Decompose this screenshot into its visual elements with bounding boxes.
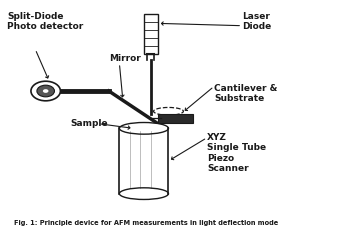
Text: Sample: Sample	[70, 119, 108, 128]
Circle shape	[37, 85, 54, 97]
Text: Fig. 1: Principle device for AFM measurements in light deflection mode: Fig. 1: Principle device for AFM measure…	[14, 220, 279, 226]
Text: Laser
Diode: Laser Diode	[242, 12, 271, 31]
Bar	[158, 114, 193, 123]
Circle shape	[43, 89, 48, 93]
Text: Split-Diode
Photo detector: Split-Diode Photo detector	[7, 12, 83, 31]
Circle shape	[31, 81, 61, 101]
Bar	[144, 14, 158, 54]
Ellipse shape	[154, 107, 183, 115]
Ellipse shape	[119, 123, 169, 134]
Text: Cantilever &
Substrate: Cantilever & Substrate	[214, 84, 277, 104]
Text: XYZ
Single Tube
Piezo
Scanner: XYZ Single Tube Piezo Scanner	[207, 133, 266, 173]
Ellipse shape	[119, 188, 169, 199]
Text: Mirror: Mirror	[109, 54, 141, 63]
